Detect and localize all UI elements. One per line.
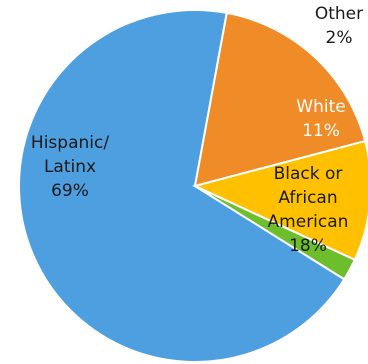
pie-slice-white xyxy=(192,139,368,262)
pie-label-white: White 11% xyxy=(296,97,345,141)
pie-slices xyxy=(18,9,368,363)
pie-label-black-or-african-american: Black or African American 18% xyxy=(268,164,349,256)
pie-label-hispanic-latinx: Hispanic/Latinx 69% xyxy=(31,133,109,201)
pie-labels: Hispanic/Latinx 69% Black or African America… xyxy=(31,4,363,256)
pie-slice-other xyxy=(194,185,357,281)
pie-slice-hispanic-latinx xyxy=(18,9,346,363)
pie-slice-black-or-african-american xyxy=(193,11,367,188)
pie-label-other: Other 2% xyxy=(315,4,363,48)
